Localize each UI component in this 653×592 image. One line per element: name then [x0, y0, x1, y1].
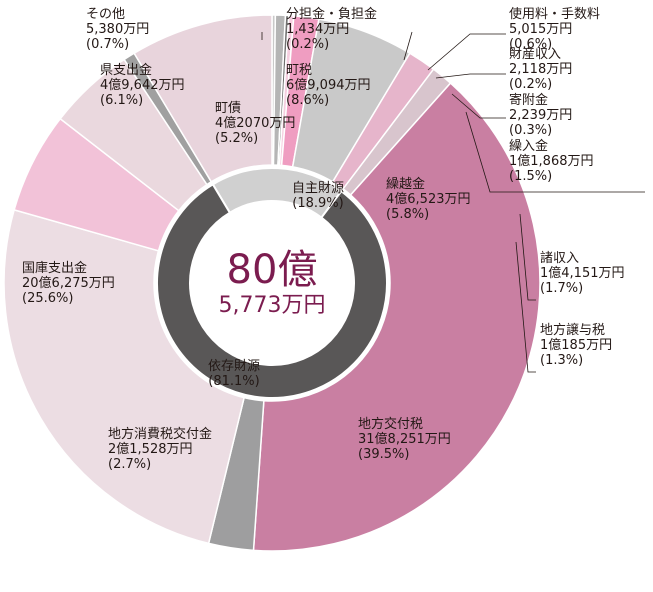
total-amount-line2: 5,773万円 [219, 293, 326, 318]
slice-label-10: 国庫支出金 20億6,275万円(25.6%) [22, 260, 115, 306]
slice-label-2: 財産収入 2,118万円(0.2%) [509, 46, 572, 92]
slice-label-0: 分担金・負担金 1,434万円(0.2%) [286, 6, 377, 52]
total-amount-line1: 80億 [227, 247, 318, 293]
leader-line-6 [519, 213, 536, 301]
center-hole [190, 201, 354, 365]
slice-10 [3, 208, 245, 545]
group-labels: 自主財源(18.9%) 依存財源(81.1%) [208, 181, 344, 389]
slice-label-3: 寄附金 2,239万円(0.3%) [509, 92, 572, 138]
outer-slices [3, 14, 541, 552]
slice-8 [252, 82, 541, 552]
slice-labels: 分担金・負担金 1,434万円(0.2%) 使用料・手数料 5,015万円(0.6%)… [22, 6, 625, 472]
slice-label-6: 諸収入 1億4,151万円(1.7%) [540, 250, 625, 296]
leader-line-4 [465, 111, 645, 193]
slice-label-12: 町債 4億2070万円(5.2%) [215, 101, 295, 146]
leader-line-7 [515, 241, 536, 373]
slice-label-1: 使用料・手数料 5,015万円(0.6%) [509, 6, 600, 52]
group-label-0: 自主財源(18.9%) [292, 181, 344, 211]
leader-line-0 [403, 31, 413, 61]
leader-line-3 [451, 93, 506, 119]
leader-lines [261, 31, 645, 373]
leader-line-2 [435, 73, 506, 79]
slice-label-13: その他 5,380万円(0.7%) [86, 7, 149, 52]
slice-label-8: 地方交付税 31億8,251万円(39.5%) [358, 416, 451, 462]
slice-label-7: 地方譲与税 1億185万円(1.3%) [540, 322, 612, 368]
leader-line-1 [427, 33, 506, 71]
slice-label-11: 県支出金 4億9,642万円(6.1%) [100, 62, 185, 108]
slice-label-4: 繰入金 1億1,868万円(1.5%) [509, 138, 594, 184]
slice-14 [133, 14, 273, 183]
group-label-1: 依存財源(81.1%) [208, 359, 260, 389]
slice-label-14: 町税 6億9,094万円(8.6%) [286, 63, 371, 108]
slice-label-5: 繰越金 4億6,523万円(5.8%) [386, 176, 471, 222]
slice-label-9: 地方消費税交付金 2億1,528万円(2.7%) [108, 426, 212, 472]
